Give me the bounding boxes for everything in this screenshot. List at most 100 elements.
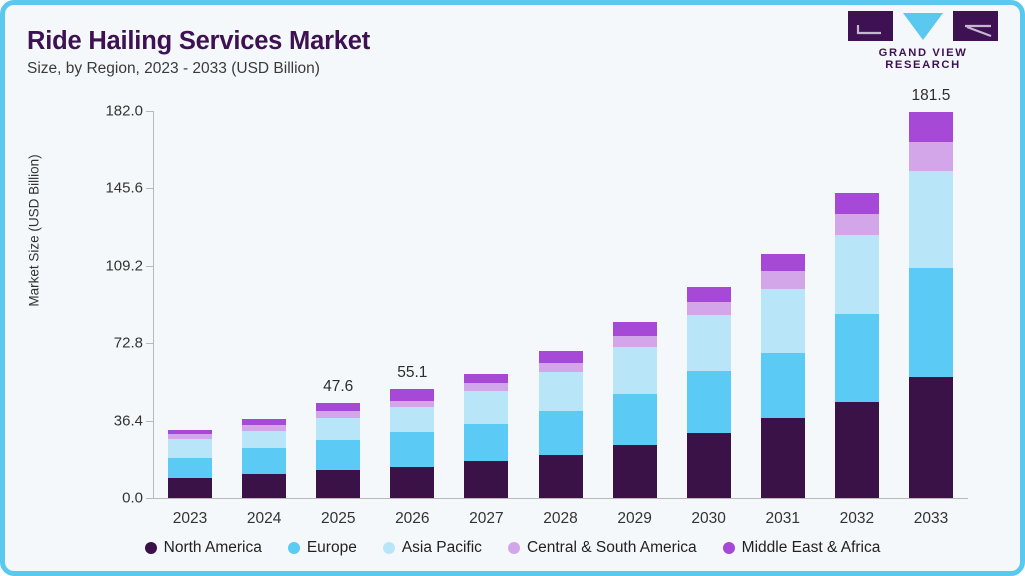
bar-value-label: 181.5 — [911, 87, 951, 105]
bar-segment[interactable] — [834, 214, 879, 236]
bar-column[interactable] — [316, 111, 361, 498]
bar-segment[interactable] — [686, 315, 731, 372]
logo-marks — [848, 11, 998, 41]
bar-column[interactable] — [760, 111, 805, 498]
legend-item[interactable]: Middle East & Africa — [722, 539, 881, 557]
bar-segment[interactable] — [834, 402, 879, 498]
bar-segment[interactable] — [464, 374, 509, 383]
bar-column[interactable] — [242, 111, 287, 498]
bar-column[interactable] — [908, 111, 953, 498]
legend-swatch-icon — [287, 542, 300, 554]
bar-segment[interactable] — [760, 353, 805, 419]
bar-column[interactable] — [686, 111, 731, 498]
bar-column[interactable] — [168, 111, 213, 498]
bar-segment[interactable] — [612, 394, 657, 446]
legend-label: Middle East & Africa — [741, 539, 881, 556]
y-axis-tick-label: 72.8 — [113, 334, 143, 352]
bar-segment[interactable] — [760, 271, 805, 290]
bar-segment[interactable] — [316, 402, 361, 411]
x-axis-tick-label: 2029 — [617, 510, 652, 527]
y-axis-tick-label: 36.4 — [113, 412, 143, 430]
x-axis-tick-label: 2033 — [913, 510, 949, 527]
bar-column[interactable] — [390, 111, 435, 498]
bar-segment[interactable] — [464, 391, 509, 425]
bar-segment[interactable] — [242, 419, 287, 426]
bar-segment[interactable] — [390, 388, 435, 401]
legend-item[interactable]: Europe — [287, 539, 357, 557]
legend-swatch-icon — [144, 542, 157, 554]
bar-segment[interactable] — [242, 425, 287, 432]
bar-segment[interactable] — [686, 287, 731, 303]
bar-segment[interactable] — [242, 448, 287, 474]
chart-header: Ride Hailing Services Market Size, by Re… — [27, 27, 998, 89]
bar-segment[interactable] — [834, 314, 879, 403]
x-axis-tick-label: 2031 — [765, 510, 800, 527]
bar-segment[interactable] — [612, 336, 657, 348]
x-axis-tick-label: 2027 — [469, 510, 504, 527]
y-axis-title: Market Size (USD Billion) — [26, 154, 42, 307]
bar-segment[interactable] — [316, 439, 361, 470]
legend-swatch-icon — [382, 542, 395, 554]
legend-swatch-icon — [722, 542, 735, 554]
y-axis-tick-mark — [146, 188, 153, 190]
bar-segment[interactable] — [760, 254, 805, 272]
bar-segment[interactable] — [316, 417, 361, 440]
bar-segment[interactable] — [538, 411, 583, 456]
bar-segment[interactable] — [908, 376, 953, 498]
bar-segment[interactable] — [168, 458, 213, 479]
bar-segment[interactable] — [464, 424, 509, 462]
bar-segment[interactable] — [168, 434, 213, 440]
bar-segment[interactable] — [760, 418, 805, 498]
bar-segment[interactable] — [464, 383, 509, 392]
page-title: Ride Hailing Services Market — [27, 27, 371, 55]
bar-column[interactable] — [464, 111, 509, 498]
bar-segment[interactable] — [242, 431, 287, 449]
bar-segment[interactable] — [908, 267, 953, 377]
legend-item[interactable]: Central & South America — [507, 539, 697, 557]
bar-segment[interactable] — [686, 371, 731, 434]
chart-legend: North America Europe Asia Pacific Central &… — [5, 539, 1020, 557]
bar-segment[interactable] — [612, 322, 657, 337]
bar-segment[interactable] — [168, 429, 213, 435]
bar-segment[interactable] — [390, 400, 435, 407]
bar-segment[interactable] — [538, 350, 583, 363]
bar-column[interactable] — [834, 111, 879, 498]
legend-item[interactable]: Asia Pacific — [382, 539, 482, 557]
bar-segment[interactable] — [908, 112, 953, 143]
bar-segment[interactable] — [390, 466, 435, 498]
bar-segment[interactable] — [908, 171, 953, 268]
bar-segment[interactable] — [464, 461, 509, 498]
x-axis-tick-label: 2028 — [543, 510, 578, 527]
bar-column[interactable] — [612, 111, 657, 498]
bar-segment[interactable] — [168, 439, 213, 459]
bar-segment[interactable] — [390, 406, 435, 432]
legend-label: Europe — [306, 539, 357, 556]
y-axis-line — [153, 111, 154, 498]
y-axis-tick-mark — [146, 111, 153, 112]
bar-segment[interactable] — [316, 469, 361, 498]
bar-segment[interactable] — [390, 431, 435, 467]
bar-column[interactable] — [538, 111, 583, 498]
bar-segment[interactable] — [686, 302, 731, 316]
logo-r-icon — [953, 11, 998, 41]
bar-segment[interactable] — [834, 193, 879, 215]
bar-segment[interactable] — [908, 142, 953, 172]
bar-segment[interactable] — [538, 371, 583, 412]
bar-segment[interactable] — [686, 433, 731, 498]
bar-segment[interactable] — [760, 289, 805, 354]
bar-segment[interactable] — [168, 478, 213, 498]
logo-v-icon — [903, 13, 943, 40]
legend-item[interactable]: North America — [144, 539, 262, 557]
bar-segment[interactable] — [834, 235, 879, 315]
bar-segment[interactable] — [538, 455, 583, 498]
bar-segment[interactable] — [242, 473, 287, 498]
bar-segment[interactable] — [316, 410, 361, 418]
bar-segment[interactable] — [612, 347, 657, 395]
bar-segment[interactable] — [538, 363, 583, 372]
logo-g-icon — [848, 11, 893, 41]
bar-segment[interactable] — [612, 445, 657, 498]
x-axis-line — [153, 498, 968, 499]
bar-value-label: 47.6 — [323, 377, 354, 395]
x-axis-tick-label: 2025 — [320, 510, 356, 527]
brand-logo: GRAND VIEW RESEARCH — [848, 11, 998, 71]
